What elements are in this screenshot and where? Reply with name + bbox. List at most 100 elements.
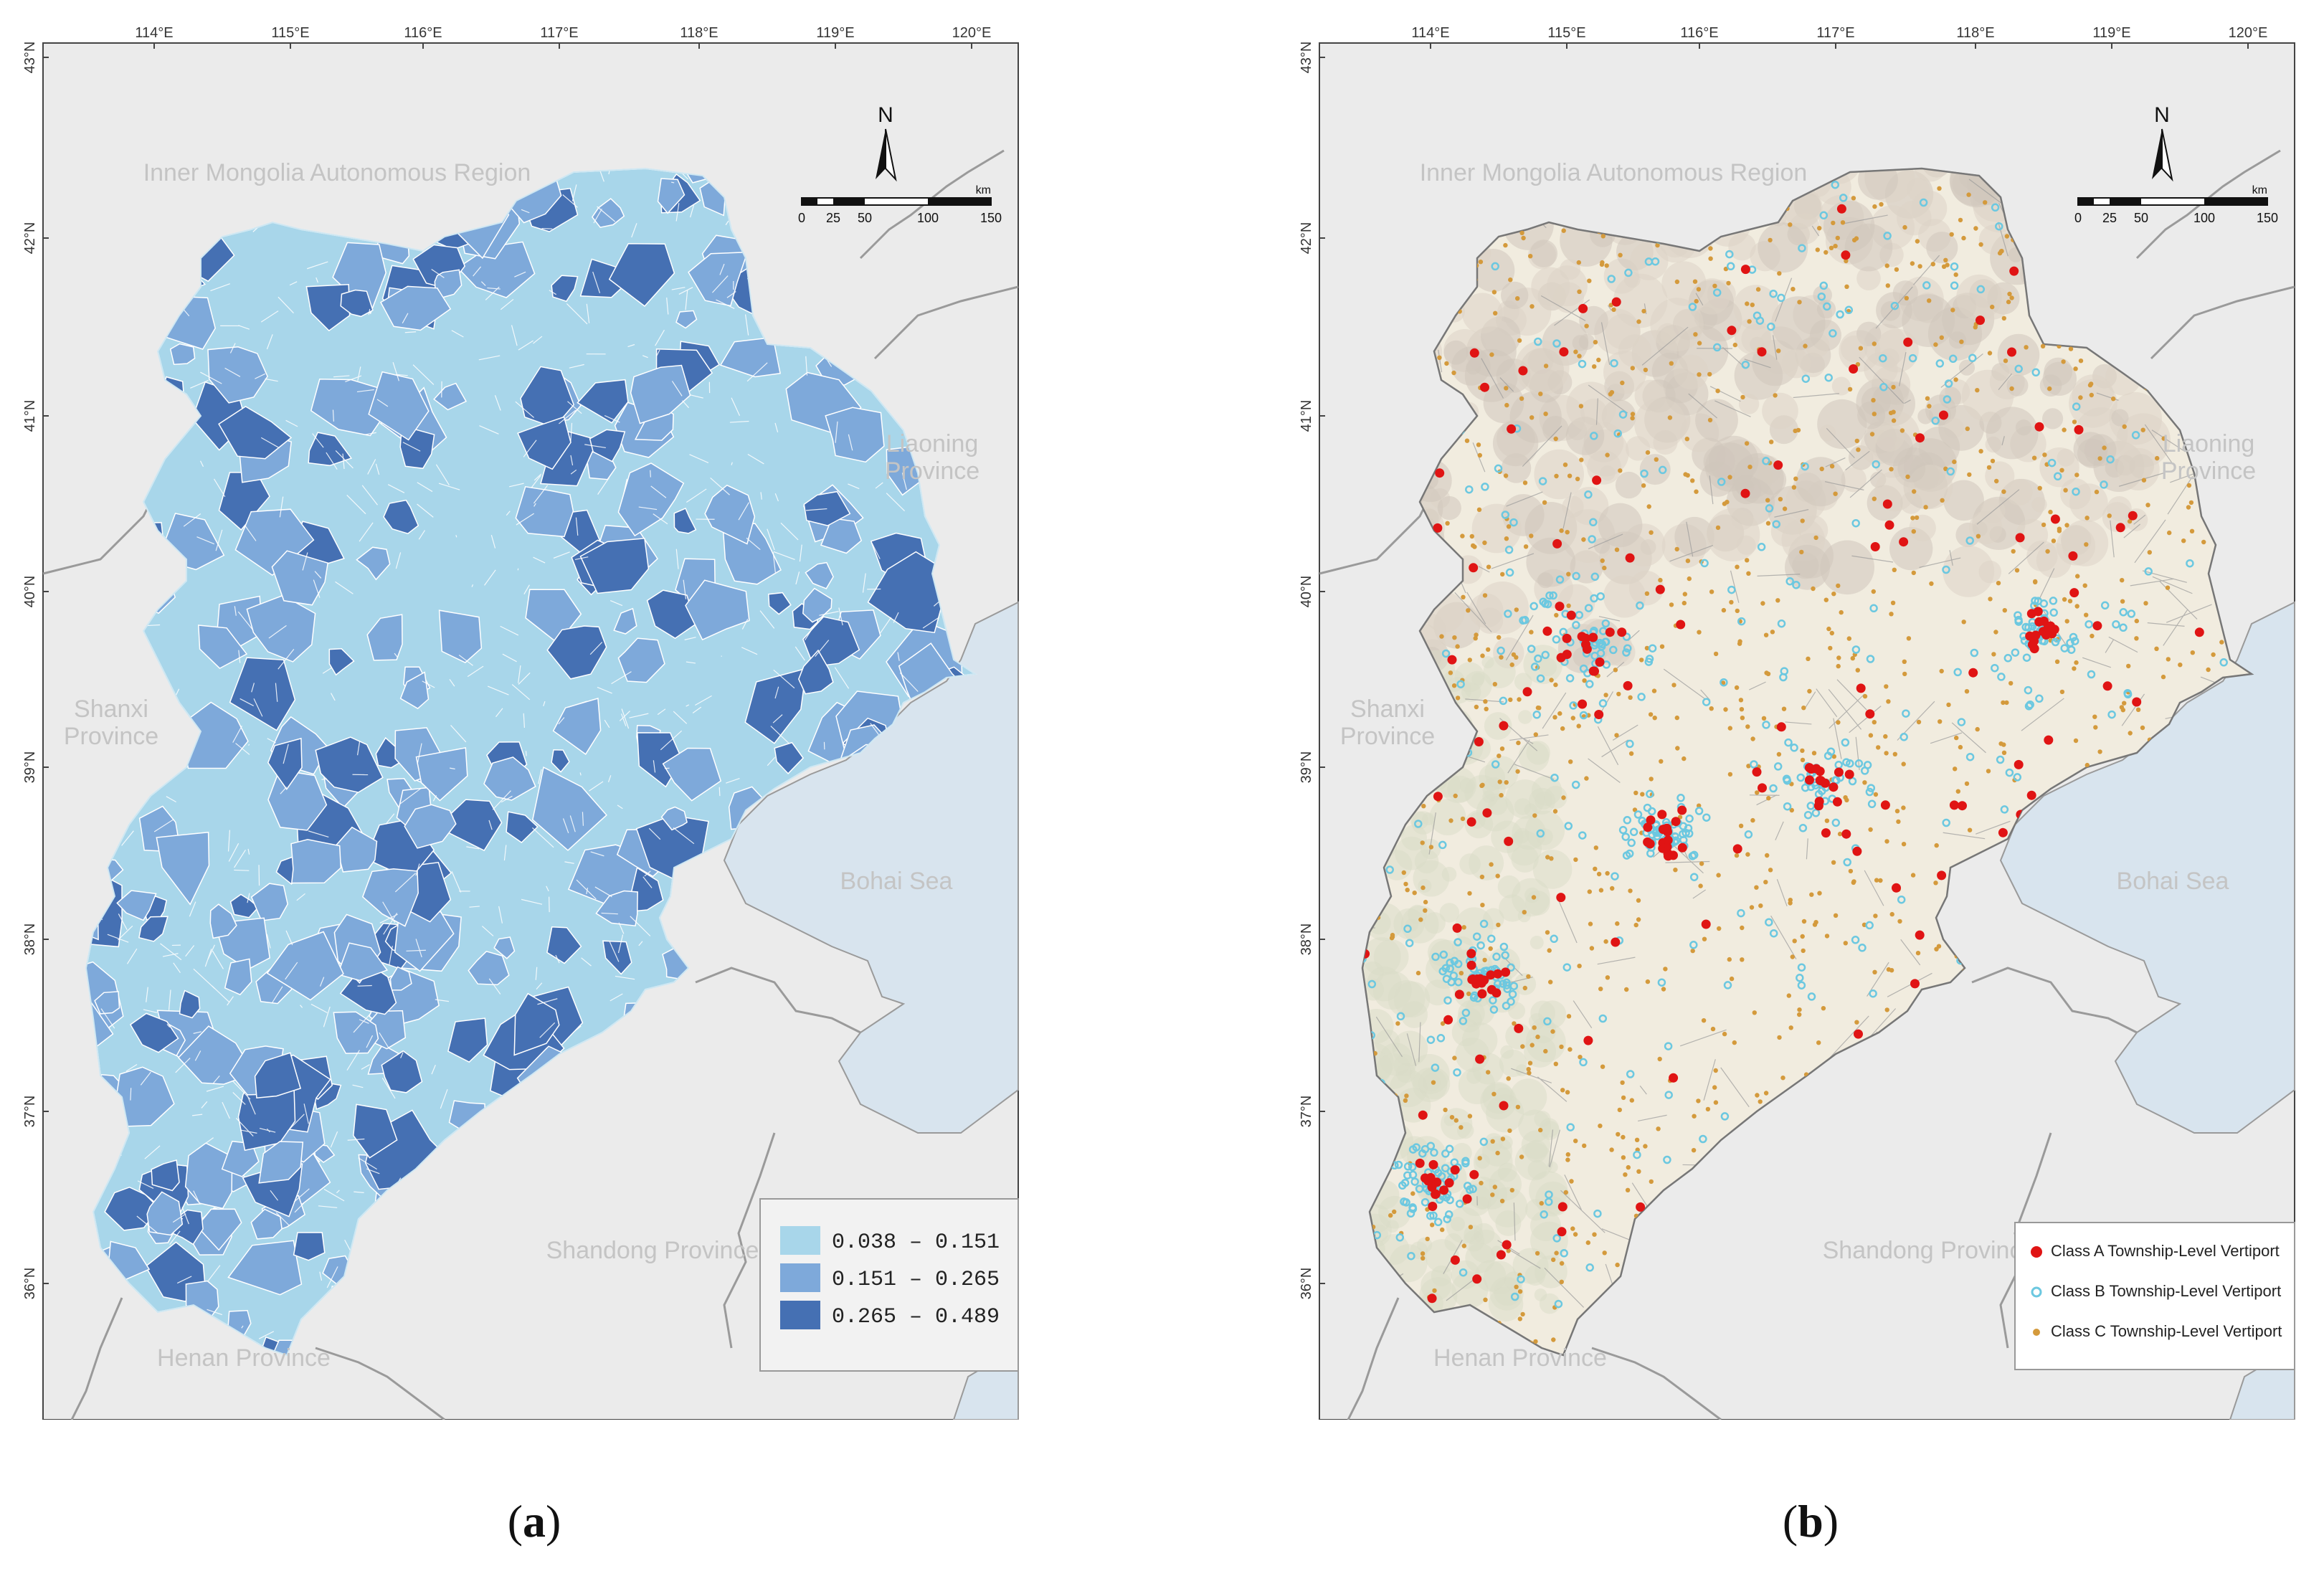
class-a-vertiport: [1428, 1202, 1438, 1211]
class-c-vertiport: [1576, 260, 1581, 265]
class-b-vertiport: [1566, 1123, 1575, 1131]
township-polygon: [660, 806, 688, 831]
terrain-shade: [1695, 399, 1738, 442]
class-c-vertiport: [1862, 693, 1868, 699]
class-c-vertiport: [1482, 593, 1488, 598]
class-c-vertiport: [1412, 891, 1417, 896]
township-boundary-line: [576, 879, 597, 900]
class-a-vertiport: [1676, 620, 1686, 630]
class-a-vertiport: [1836, 204, 1846, 214]
class-b-vertiport: [1396, 1012, 1405, 1021]
class-c-vertiport: [1927, 298, 1932, 303]
township-boundary-line: [431, 1065, 436, 1075]
class-c-vertiport: [1617, 1107, 1622, 1113]
lat-label: 41°N: [1299, 400, 1314, 432]
scale-tick-label: 100: [917, 211, 939, 225]
class-c-vertiport: [1561, 228, 1566, 233]
class-b-vertiport: [2013, 773, 2022, 782]
class-b-vertiport: [1908, 353, 1917, 363]
class-c-vertiport: [1945, 262, 1950, 267]
township-boundary-line: [648, 827, 661, 840]
class-c-vertiport: [1554, 1250, 1559, 1256]
terrain-shade: [1570, 487, 1609, 526]
class-b-vertiport: [1421, 1144, 1430, 1154]
class-c-vertiport: [1483, 1297, 1488, 1303]
class-c-vertiport: [1566, 1014, 1572, 1019]
class-c-vertiport: [1817, 891, 1822, 896]
class-b-vertiport: [1883, 232, 1892, 240]
township-polygon: [552, 698, 602, 755]
class-b-vertiport: [2100, 601, 2110, 610]
class-c-vertiport: [1529, 304, 1535, 309]
class-a-vertiport: [1854, 1029, 1863, 1039]
class-c-vertiport: [1562, 462, 1568, 467]
class-c-vertiport: [1461, 594, 1466, 599]
terrain-shade: [1437, 495, 1461, 521]
class-c-vertiport: [2059, 689, 2065, 695]
township-boundary-line: [686, 488, 707, 503]
class-c-vertiport: [1858, 346, 1864, 351]
township-boundary-line: [162, 953, 179, 957]
class-c-vertiport: [1812, 922, 1818, 927]
class-c-vertiport: [2143, 601, 2148, 606]
county-boundary-line: [2121, 693, 2145, 726]
county-boundary-line: [1803, 691, 1816, 710]
class-b-vertiport: [1811, 809, 1821, 817]
class-c-vertiport: [2094, 489, 2100, 495]
township-boundary-line: [773, 669, 795, 689]
class-c-vertiport: [1770, 630, 1775, 635]
terrain-shade: [1762, 392, 1798, 429]
class-c-vertiport: [1554, 612, 1559, 618]
class-c-vertiport: [1573, 1232, 1578, 1237]
class-c-vertiport: [1911, 529, 1916, 534]
class-a-vertiport: [1588, 666, 1598, 676]
township-boundary-line: [484, 569, 496, 586]
township-boundary-line: [126, 948, 138, 964]
class-b-vertiport: [1636, 601, 1644, 610]
township-boundary-line: [631, 223, 637, 238]
class-c-vertiport: [1885, 283, 1890, 288]
township-boundary-line: [655, 349, 660, 357]
class-c-vertiport: [1479, 1180, 1484, 1186]
township-boundary-line: [417, 743, 422, 765]
class-c-vertiport: [1517, 1316, 1522, 1321]
class-c-vertiport: [1829, 245, 1834, 250]
class-c-vertiport: [1565, 1152, 1570, 1157]
class-c-vertiport: [1902, 659, 1907, 664]
class-a-vertiport: [1611, 297, 1621, 307]
county-boundary-line: [1499, 377, 1514, 392]
township-boundary-line: [767, 756, 776, 766]
class-b-vertiport: [1811, 781, 1820, 789]
township-boundary-line: [194, 1050, 201, 1061]
class-b-vertiport: [1899, 733, 1908, 741]
class-b-vertiport: [1607, 275, 1616, 283]
class-b-vertiport: [1445, 1144, 1454, 1154]
terrain-shade: [1417, 1237, 1433, 1253]
township-boundary-line: [609, 941, 620, 962]
terrain-shade: [1389, 1244, 1428, 1283]
terrain-shade: [1537, 572, 1554, 589]
class-c-vertiport: [1657, 1056, 1662, 1062]
class-b-vertiport: [1995, 222, 2003, 231]
class-c-vertiport: [1901, 842, 1907, 847]
township-polygon: [673, 508, 697, 534]
township-boundary-line: [296, 893, 305, 901]
township-boundary-line: [523, 584, 530, 595]
township-boundary-line: [481, 926, 494, 936]
province-border: [695, 967, 861, 1034]
class-c-vertiport: [1796, 427, 1801, 433]
class-c-vertiport: [1727, 726, 1732, 731]
class-c-vertiport: [1628, 751, 1634, 756]
class-c-vertiport: [1831, 592, 1836, 597]
class-c-vertiport: [1515, 769, 1520, 774]
class-c-vertiport: [2024, 345, 2029, 350]
class-b-vertiport: [1598, 1014, 1608, 1023]
township-boundary-line: [396, 374, 408, 376]
class-c-vertiport: [1618, 252, 1623, 257]
class-c-vertiport: [2155, 455, 2160, 461]
class-c-vertiport: [1641, 483, 1646, 488]
terrain-shade: [1603, 351, 1647, 394]
class-b-vertiport: [1494, 464, 1503, 473]
township-boundary-line: [738, 502, 749, 521]
class-b-vertiport: [1684, 829, 1694, 838]
